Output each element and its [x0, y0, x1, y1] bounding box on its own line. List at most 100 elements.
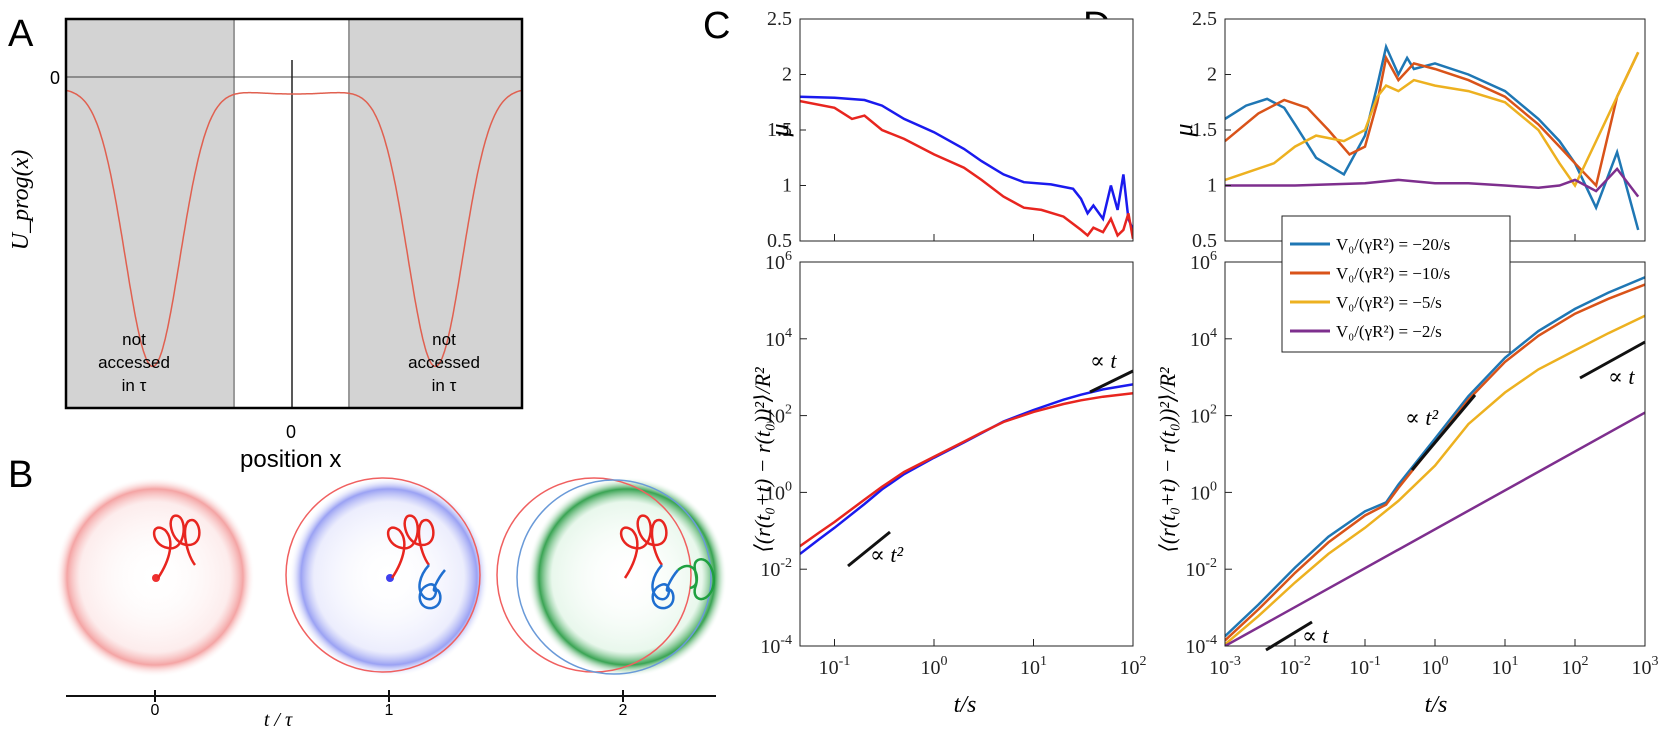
- d-top-plot-bg: [1225, 19, 1645, 241]
- c-bot-frame: [799, 261, 1134, 647]
- svg-text:in τ: in τ: [432, 376, 457, 395]
- d-top-series-1: [1225, 51, 1640, 189]
- d-top-ytick-label-4: 2.5: [1192, 8, 1217, 30]
- panel-c: 0.5 1 1.5 2 2.5 μ 10-4 10-2 100 102 104 106 10-1 100 1…: [750, 8, 1147, 718]
- c-bot-xtick-label-2: 101: [1020, 654, 1047, 679]
- c-bot-xtick-label-3: 102: [1120, 654, 1147, 679]
- panel-d: 0.5 1 1.5 2 2.5 μ 10-4 10-2 100 102 104 106 10-3 10-2…: [1155, 8, 1659, 718]
- c-top-plot-bg: [800, 19, 1133, 241]
- d-legend: V₀/(γR²) = −20/s V₀/(γR²) = −10/s V₀/(γR²)…: [1281, 215, 1511, 353]
- svg-text:not: not: [432, 330, 456, 349]
- d-top-series-3: [1225, 166, 1640, 198]
- d-slope-t1-high: [1579, 340, 1646, 380]
- c-top-ytick-label-3: 2: [782, 64, 792, 86]
- d-legend-box: [1281, 215, 1511, 353]
- c-bot-xtick-label-1: 100: [921, 654, 948, 679]
- d-legend-label-1: V₀/(γR²) = −10/s: [1336, 264, 1450, 283]
- d-top-ytick-label-1: 1: [1207, 175, 1217, 197]
- c-top-frame: [799, 18, 1134, 242]
- time-axis-label: t / τ: [264, 709, 293, 731]
- d-bot-xtick-label-6: 103: [1632, 654, 1659, 679]
- path-red-t0: [152, 514, 201, 579]
- d-bot-series-3: [1225, 411, 1645, 646]
- potential-curve: [65, 89, 523, 368]
- y-axis-label-a: U_prog(x): [8, 150, 34, 250]
- d-bot-ytick-label-5: 106: [1190, 249, 1217, 274]
- c-annot-t2: ∝ t²: [870, 542, 904, 567]
- c-bot-ytick-label-0: 10-4: [760, 633, 792, 658]
- d-bot-ytick-label-2: 100: [1190, 479, 1217, 504]
- panel-a-potential: 0 0 position x U_prog(x) not accessed in…: [8, 17, 524, 473]
- outline-red-t1: [285, 477, 481, 673]
- c-annot-t1: ∝ t: [1090, 348, 1117, 373]
- plot-frame-a: [64, 17, 524, 410]
- d-slope-t1-low: [1265, 620, 1313, 652]
- svg-text:accessed: accessed: [408, 353, 480, 372]
- d-bot-xtick-label-4: 101: [1492, 654, 1519, 679]
- y-tick-zero: 0: [50, 68, 60, 88]
- d-bot-ytick-label-4: 104: [1190, 326, 1217, 351]
- annotation-right: not accessed in τ: [408, 330, 480, 395]
- d-bot-xtick-label-3: 100: [1422, 654, 1449, 679]
- c-top-ytick-label-1: 1: [782, 175, 792, 197]
- c-bot-ytick-label-2: 100: [765, 479, 792, 504]
- path-green-t2: [677, 558, 715, 601]
- c-bot-series-1: [800, 392, 1133, 548]
- d-bot-xtick-label-0: 10-3: [1209, 654, 1241, 679]
- c-bot-ytick-label-4: 104: [765, 326, 792, 351]
- d-annot-t1-low: ∝ t: [1302, 623, 1329, 648]
- c-top-series-1: [800, 99, 1133, 240]
- c-bot-xlabel: t/s: [954, 692, 977, 718]
- time-tick-label-1: 1: [385, 702, 394, 719]
- d-legend-label-2: V₀/(γR²) = −5/s: [1336, 293, 1442, 312]
- path-red-t2: [619, 514, 668, 579]
- panel-letter-a: A: [8, 13, 34, 55]
- d-top-ylabel: μ: [1169, 123, 1198, 137]
- c-top-ytick-label-2: 1.5: [767, 119, 792, 141]
- time-tick-label-0: 0: [151, 702, 160, 719]
- c-top-ylabel: μ: [765, 123, 794, 137]
- d-bot-ytick-label-0: 10-4: [1185, 633, 1217, 658]
- outline-blue-t2: [516, 479, 712, 675]
- path-blue-t1: [418, 564, 446, 610]
- panel-b-snapshots: 0 1 2 t / τ: [55, 477, 727, 731]
- annotation-left: not accessed in τ: [98, 330, 170, 395]
- path-blue-t2: [651, 564, 679, 610]
- c-bot-plot-bg: [800, 262, 1133, 646]
- d-top-ytick-label-0: 0.5: [1192, 230, 1217, 252]
- d-legend-label-0: V₀/(γR²) = −20/s: [1336, 235, 1450, 254]
- d-top-series-2: [1225, 51, 1640, 188]
- shaded-region-right: [349, 19, 522, 408]
- d-slope-t2: [1410, 394, 1477, 471]
- c-bot-ytick-label-1: 10-2: [760, 556, 792, 581]
- panel-letter-b: B: [8, 454, 33, 496]
- c-bot-xtick-label-0: 10-1: [819, 654, 851, 679]
- d-bot-xtick-label-5: 102: [1562, 654, 1589, 679]
- d-bot-xtick-label-2: 10-1: [1349, 654, 1381, 679]
- time-tick-label-2: 2: [619, 702, 628, 719]
- d-bot-ylabel: ⟨(r(t₀+t) − r(t₀))²⟩/R²: [1155, 367, 1180, 553]
- d-bot-xlabel: t/s: [1425, 692, 1448, 718]
- d-bot-series-0: [1225, 276, 1645, 638]
- c-slope-t1: [1089, 369, 1134, 394]
- d-bot-ytick-label-3: 102: [1190, 403, 1217, 428]
- d-annot-t2: ∝ t²: [1405, 405, 1439, 430]
- c-top-ytick-label-4: 2.5: [767, 8, 792, 30]
- panel-letter-c: C: [703, 5, 730, 47]
- svg-text:accessed: accessed: [98, 353, 170, 372]
- c-top-series-0: [800, 95, 1133, 231]
- d-annot-t1-high: ∝ t: [1608, 364, 1635, 389]
- d-bot-ytick-label-1: 10-2: [1185, 556, 1217, 581]
- c-bot-ytick-label-3: 102: [765, 403, 792, 428]
- c-slope-t2: [847, 530, 891, 568]
- x-tick-zero: 0: [286, 422, 296, 442]
- shaded-region-left: [66, 19, 234, 408]
- c-bot-ylabel: ⟨(r(t₀+t) − r(t₀))²⟩/R²: [750, 367, 775, 553]
- d-top-ytick-label-3: 2: [1207, 64, 1217, 86]
- path-red-t1: [386, 514, 435, 579]
- svg-text:not: not: [122, 330, 146, 349]
- d-bot-series-2: [1225, 314, 1645, 646]
- d-bot-xtick-label-1: 10-2: [1279, 654, 1311, 679]
- c-top-ytick-label-0: 0.5: [767, 230, 792, 252]
